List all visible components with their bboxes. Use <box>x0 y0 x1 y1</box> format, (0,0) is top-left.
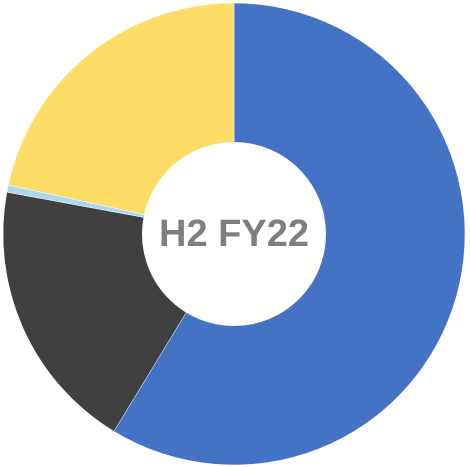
donut-hole <box>142 142 326 326</box>
chart-title: H2 FY22 <box>159 213 309 255</box>
